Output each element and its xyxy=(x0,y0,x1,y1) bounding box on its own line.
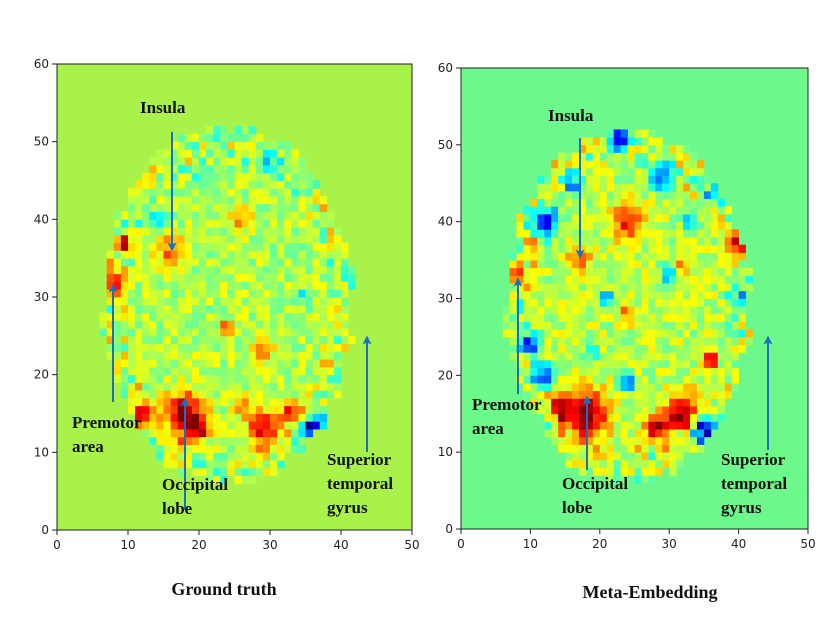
annotation-label: Premotor xyxy=(472,395,542,414)
annotation-label: gyrus xyxy=(327,498,368,517)
x-tick-label: 30 xyxy=(662,537,677,551)
x-tick-label: 0 xyxy=(53,538,61,552)
y-tick-label: 40 xyxy=(438,215,453,229)
annotation-label: Occipital xyxy=(562,474,628,493)
annotation-label: Premotor xyxy=(72,413,142,432)
y-tick-label: 50 xyxy=(438,138,453,152)
annotation-label: Superior xyxy=(721,450,786,469)
annotation-label: lobe xyxy=(562,498,593,517)
annotation-label: lobe xyxy=(162,499,193,518)
heatmap-panel-2: 0 10 20 30 40 50 0 10 20 30 40 50 60 Insula Premotor ar… xyxy=(438,61,816,602)
annotation-label: Insula xyxy=(140,98,186,117)
y-tick-label: 60 xyxy=(34,57,49,71)
x-tick-label: 30 xyxy=(262,538,277,552)
y-tick-label: 30 xyxy=(34,290,49,304)
annotation-label: Insula xyxy=(548,106,594,125)
y-tick-label: 20 xyxy=(438,368,453,382)
x-tick-label: 50 xyxy=(404,538,419,552)
x-tick-label: 20 xyxy=(592,537,607,551)
panel-caption: Meta-Embedding xyxy=(583,582,718,602)
annotation-label: gyrus xyxy=(721,498,762,517)
y-tick-label: 20 xyxy=(34,368,49,382)
x-tick-label: 50 xyxy=(800,537,815,551)
y-tick-label: 60 xyxy=(438,61,453,75)
annotation-label: area xyxy=(472,419,504,438)
annotation-label: Occipital xyxy=(162,475,228,494)
heatmap-cells xyxy=(99,126,356,484)
heatmap-panel-1: 0 10 20 30 40 50 0 10 20 30 40 50 60 Insula Premotor ar… xyxy=(34,57,420,599)
y-tick-label: 40 xyxy=(34,212,49,226)
annotation-label: temporal xyxy=(327,474,393,493)
x-tick-label: 10 xyxy=(120,538,135,552)
x-tick-label: 40 xyxy=(333,538,348,552)
y-tick-label: 0 xyxy=(445,522,453,536)
y-tick-label: 50 xyxy=(34,135,49,149)
y-tick-label: 10 xyxy=(438,445,453,459)
y-tick-label: 0 xyxy=(41,523,49,537)
panel-caption: Ground truth xyxy=(171,579,276,599)
annotation-label: Superior xyxy=(327,450,392,469)
x-tick-label: 0 xyxy=(457,537,465,551)
annotation-label: area xyxy=(72,437,104,456)
annotation-label: temporal xyxy=(721,474,787,493)
x-tick-label: 20 xyxy=(191,538,206,552)
x-tick-label: 10 xyxy=(523,537,538,551)
y-tick-label: 30 xyxy=(438,292,453,306)
y-tick-label: 10 xyxy=(34,445,49,459)
x-tick-label: 40 xyxy=(731,537,746,551)
